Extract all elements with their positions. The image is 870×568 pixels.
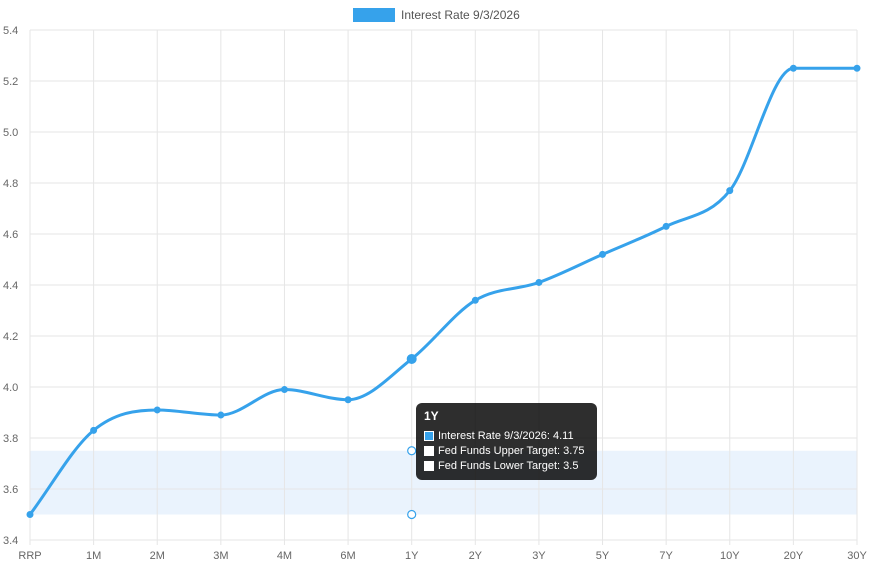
y-tick-label: 3.4 [3, 535, 18, 547]
x-tick-label: 10Y [720, 550, 740, 562]
x-tick-label: 7Y [659, 550, 673, 562]
data-point [789, 64, 797, 72]
tooltip-swatch [424, 430, 434, 441]
data-point [280, 386, 288, 394]
tooltip-text: Fed Funds Lower Target: 3.5 [438, 459, 579, 472]
data-point [662, 222, 670, 230]
legend[interactable]: Interest Rate 9/3/2026 [353, 6, 520, 24]
y-tick-label: 5.0 [3, 127, 18, 139]
y-tick-label: 3.6 [3, 484, 18, 496]
tooltip-row: Fed Funds Lower Target: 3.5 [424, 458, 589, 473]
tooltip-title: 1Y [424, 409, 439, 423]
data-point [26, 511, 34, 518]
fed-target-point [407, 446, 417, 456]
legend-swatch [353, 8, 395, 22]
data-point [853, 64, 861, 72]
y-tick-label: 4.6 [3, 229, 18, 241]
data-point [90, 426, 98, 434]
y-tick-label: 4.4 [3, 280, 18, 292]
y-tick-label: 5.4 [3, 25, 18, 37]
tooltip-swatch [424, 460, 434, 471]
data-point [599, 250, 607, 258]
legend-label: Interest Rate 9/3/2026 [401, 8, 520, 22]
tooltip: 1Y Interest Rate 9/3/2026: 4.11 Fed Fund… [416, 403, 597, 480]
x-tick-label: 1M [86, 550, 101, 562]
x-tick-label: 3M [213, 550, 228, 562]
tooltip-text: Fed Funds Upper Target: 3.75 [438, 444, 585, 457]
data-point [726, 187, 734, 195]
x-tick-label: 30Y [847, 550, 867, 562]
x-tick-label: 20Y [784, 550, 804, 562]
x-tick-label: 2M [150, 550, 165, 562]
data-point [153, 406, 161, 414]
y-tick-label: 4.2 [3, 331, 18, 343]
x-tick-label: RRP [18, 550, 41, 562]
tooltip-text: Interest Rate 9/3/2026: 4.11 [438, 429, 574, 442]
x-tick-label: 5Y [596, 550, 610, 562]
x-tick-label: 4M [277, 550, 292, 562]
x-tick-label: 3Y [532, 550, 546, 562]
data-point [535, 278, 543, 286]
data-point [217, 411, 225, 419]
y-tick-label: 5.2 [3, 76, 18, 88]
fed-target-point [407, 509, 417, 520]
data-point [406, 353, 417, 364]
tooltip-swatch [424, 445, 434, 456]
x-tick-label: 1Y [405, 550, 419, 562]
data-point [344, 396, 352, 404]
tooltip-row: Fed Funds Upper Target: 3.75 [424, 443, 589, 458]
data-point [471, 296, 479, 304]
y-tick-label: 3.8 [3, 433, 18, 445]
x-tick-label: 2Y [469, 550, 483, 562]
tooltip-row: Interest Rate 9/3/2026: 4.11 [424, 428, 589, 443]
y-tick-label: 4.0 [3, 382, 18, 394]
x-tick-label: 6M [340, 550, 355, 562]
y-tick-label: 4.8 [3, 178, 18, 190]
